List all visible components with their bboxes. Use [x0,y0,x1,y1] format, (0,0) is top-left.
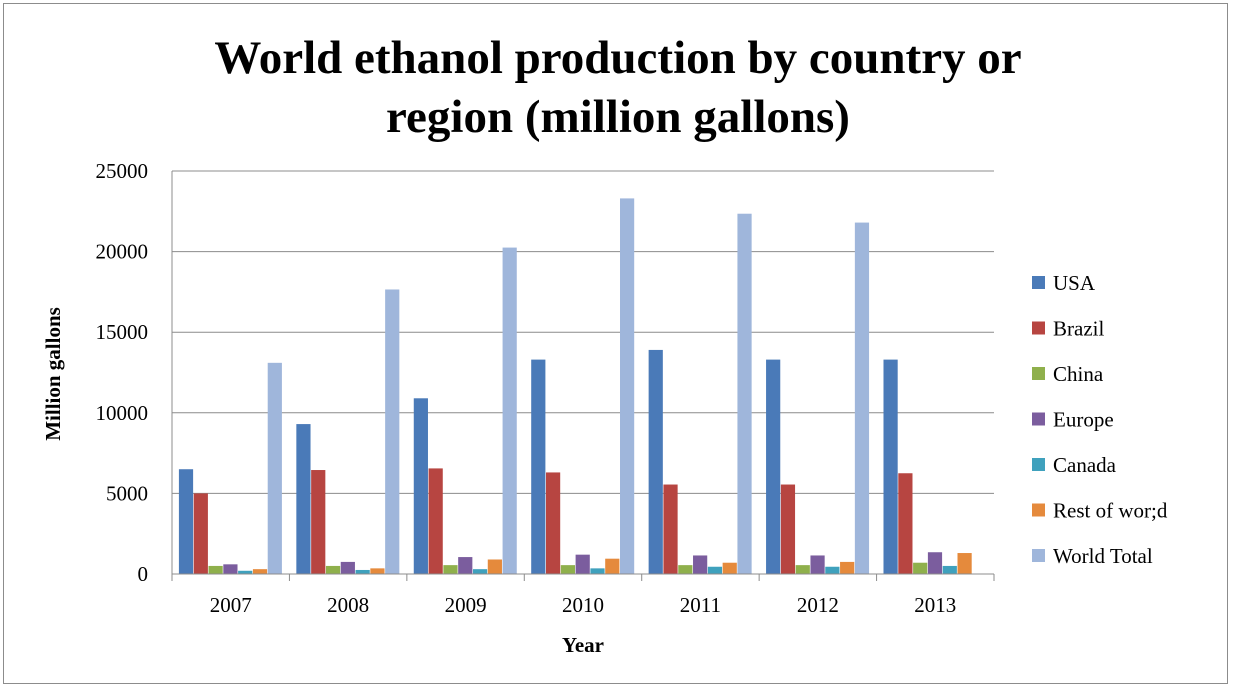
x-tick-label: 2012 [797,593,839,617]
y-tick-label: 10000 [96,401,149,425]
bars [178,198,972,574]
bar-canada-2013 [942,565,957,574]
bar-rest-of-wor-d-2012 [840,561,855,574]
bar-usa-2011 [648,349,663,574]
bar-rest-of-wor-d-2008 [370,568,385,574]
y-tick-labels: 0 5000 10000 15000 20000 25000 [96,159,149,586]
bar-world-total-2010 [620,198,635,574]
x-tick-label: 2009 [445,593,487,617]
bar-world-total-2011 [737,213,752,574]
legend-swatch [1032,549,1045,562]
legend-label: Canada [1053,453,1117,477]
gridlines [172,170,994,494]
legend-label: China [1053,362,1104,386]
legend-label: USA [1053,271,1096,295]
bar-world-total-2009 [502,247,517,574]
bar-usa-2010 [531,359,546,574]
y-tick-label: 5000 [106,481,148,505]
legend-swatch [1032,412,1045,426]
bar-china-2013 [913,562,928,574]
bar-brazil-2008 [311,470,326,574]
bar-brazil-2012 [780,484,796,574]
bar-europe-2011 [693,555,708,574]
bar-europe-2008 [340,561,355,574]
bar-brazil-2011 [663,484,678,574]
bar-china-2009 [443,565,458,574]
bar-europe-2007 [223,564,238,574]
bar-world-total-2008 [385,289,400,574]
bar-brazil-2010 [546,472,561,574]
y-axis-title: Million gallons [41,307,65,441]
bar-usa-2009 [413,398,428,574]
bar-canada-2007 [238,570,253,574]
bar-rest-of-wor-d-2009 [487,559,502,574]
y-tick-label: 20000 [96,240,149,264]
bar-china-2010 [560,565,575,574]
bar-brazil-2007 [193,493,208,574]
legend-swatch [1032,367,1045,380]
bar-usa-2007 [178,469,194,574]
x-tick-label: 2007 [210,593,252,617]
bar-canada-2008 [355,569,370,574]
bar-rest-of-wor-d-2007 [252,569,268,574]
bar-europe-2013 [927,552,943,574]
x-axis-title: Year [562,633,604,657]
bar-world-total-2012 [854,222,870,574]
bar-china-2008 [325,565,341,574]
bar-rest-of-wor-d-2013 [957,553,972,574]
legend-swatch [1032,276,1045,289]
bar-usa-2013 [883,359,898,574]
legend: USA Brazil China Europe Canada Rest of wor;d W… [1032,271,1168,568]
x-tick-label: 2008 [327,593,369,617]
y-tick-label: 25000 [96,159,149,183]
bar-world-total-2007 [267,362,282,574]
bar-brazil-2009 [428,468,443,574]
legend-label: Europe [1053,408,1114,432]
bar-canada-2009 [472,569,488,574]
axes [171,171,995,581]
x-tick-label: 2013 [914,593,956,617]
bar-usa-2012 [766,359,781,574]
bar-rest-of-wor-d-2011 [722,562,737,574]
x-tick-label: 2010 [562,593,604,617]
legend-label: Rest of wor;d [1053,499,1168,523]
bar-canada-2012 [825,566,840,574]
legend-swatch [1032,503,1045,517]
bar-usa-2008 [296,424,311,574]
bar-europe-2009 [458,557,473,574]
chart-title-line-2: region (million gallons) [386,91,850,143]
bar-europe-2012 [810,555,825,574]
x-tick-labels: 2007 2008 2009 2010 2011 2012 2013 [210,593,957,617]
bar-rest-of-wor-d-2010 [605,558,620,574]
y-tick-label: 0 [138,562,149,586]
bar-china-2007 [208,565,223,574]
bar-canada-2011 [707,566,723,574]
legend-label: Brazil [1053,317,1104,341]
bar-china-2012 [795,565,810,574]
bar-canada-2010 [590,568,605,574]
y-tick-label: 15000 [96,320,149,344]
x-tick-label: 2011 [680,593,721,617]
bar-china-2011 [678,565,693,574]
bar-europe-2010 [575,554,590,574]
legend-swatch [1032,458,1045,471]
legend-swatch [1032,321,1045,335]
chart-title-line-1: World ethanol production by country or [214,32,1021,84]
bar-brazil-2013 [898,473,913,574]
legend-label: World Total [1053,544,1153,568]
